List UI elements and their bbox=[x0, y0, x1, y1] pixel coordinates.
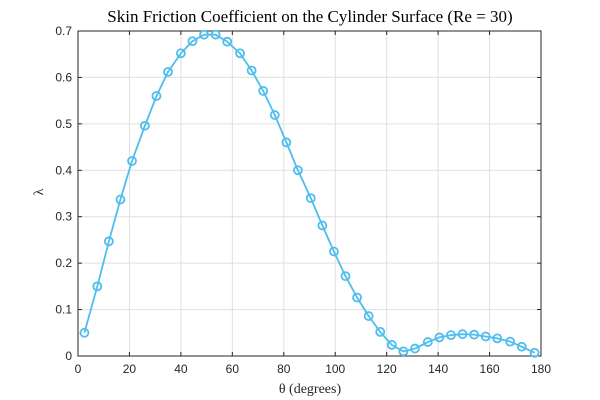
data-point-marker bbox=[246, 65, 257, 76]
x-tick-label: 80 bbox=[277, 362, 291, 376]
data-point-marker bbox=[175, 48, 186, 59]
x-axis-label: θ (degrees) bbox=[279, 382, 342, 397]
x-tick-label: 0 bbox=[75, 362, 82, 376]
y-tick-label: 0.2 bbox=[55, 256, 72, 270]
x-tick-label: 120 bbox=[377, 362, 397, 376]
data-point-marker bbox=[269, 110, 280, 120]
y-tick-label: 0.7 bbox=[55, 24, 72, 38]
data-point-marker bbox=[492, 333, 503, 344]
data-point-marker bbox=[329, 246, 339, 257]
data-point-marker bbox=[258, 85, 269, 96]
x-tick-label: 180 bbox=[531, 362, 551, 376]
y-tick-label: 0.1 bbox=[55, 303, 72, 317]
data-point-marker bbox=[375, 326, 386, 337]
data-point-marker bbox=[139, 120, 150, 131]
data-point-marker bbox=[505, 336, 516, 347]
data-point-marker bbox=[115, 194, 126, 205]
data-point-marker bbox=[222, 36, 233, 47]
data-point-marker bbox=[363, 311, 374, 321]
x-tick-label: 20 bbox=[123, 362, 137, 376]
plot-area-frame bbox=[77, 30, 542, 357]
x-tick-label: 160 bbox=[480, 362, 500, 376]
data-point-marker bbox=[210, 29, 221, 40]
data-point-marker bbox=[151, 91, 162, 101]
data-point-marker bbox=[163, 66, 173, 77]
data-point-marker bbox=[340, 271, 351, 282]
data-point-marker bbox=[305, 193, 316, 204]
data-point-marker bbox=[352, 292, 362, 303]
data-point-marker bbox=[422, 337, 433, 347]
data-point-marker bbox=[199, 29, 209, 40]
data-point-marker bbox=[516, 341, 527, 352]
data-point-marker bbox=[317, 220, 328, 231]
data-point-marker bbox=[103, 236, 114, 247]
data-point-marker bbox=[469, 329, 480, 340]
x-tick-label: 140 bbox=[428, 362, 448, 376]
data-point-marker bbox=[293, 165, 303, 176]
y-tick-label: 0.3 bbox=[55, 210, 72, 224]
data-point-marker bbox=[410, 343, 420, 354]
x-tick-label: 40 bbox=[174, 362, 188, 376]
data-point-marker bbox=[92, 281, 103, 292]
data-point-marker bbox=[529, 347, 540, 358]
axis-ticks: 0 20 40 60 80 100 120 140 160 180 0 0.1 0.2 0.3 0.4 0.5… bbox=[55, 24, 551, 376]
y-tick-label: 0.6 bbox=[55, 70, 72, 84]
data-series bbox=[79, 29, 540, 358]
chart-title: Skin Friction Coefficient on the Cylinde… bbox=[107, 7, 512, 26]
data-point-marker bbox=[187, 36, 198, 47]
data-point-marker bbox=[434, 332, 445, 343]
y-tick-label: 0.4 bbox=[55, 163, 72, 177]
y-axis-label: λ bbox=[32, 188, 47, 195]
y-tick-label: 0.5 bbox=[55, 117, 72, 131]
data-point-marker bbox=[457, 329, 468, 340]
x-tick-label: 100 bbox=[325, 362, 345, 376]
data-point-marker bbox=[235, 48, 245, 59]
data-point-marker bbox=[79, 327, 90, 338]
data-point-marker bbox=[386, 339, 397, 350]
data-point-marker bbox=[446, 330, 456, 341]
data-point-marker bbox=[281, 137, 292, 148]
x-tick-label: 60 bbox=[226, 362, 240, 376]
data-point-marker bbox=[398, 346, 409, 357]
data-point-marker bbox=[127, 156, 137, 166]
y-tick-label: 0 bbox=[65, 349, 72, 363]
data-point-marker bbox=[480, 331, 491, 342]
